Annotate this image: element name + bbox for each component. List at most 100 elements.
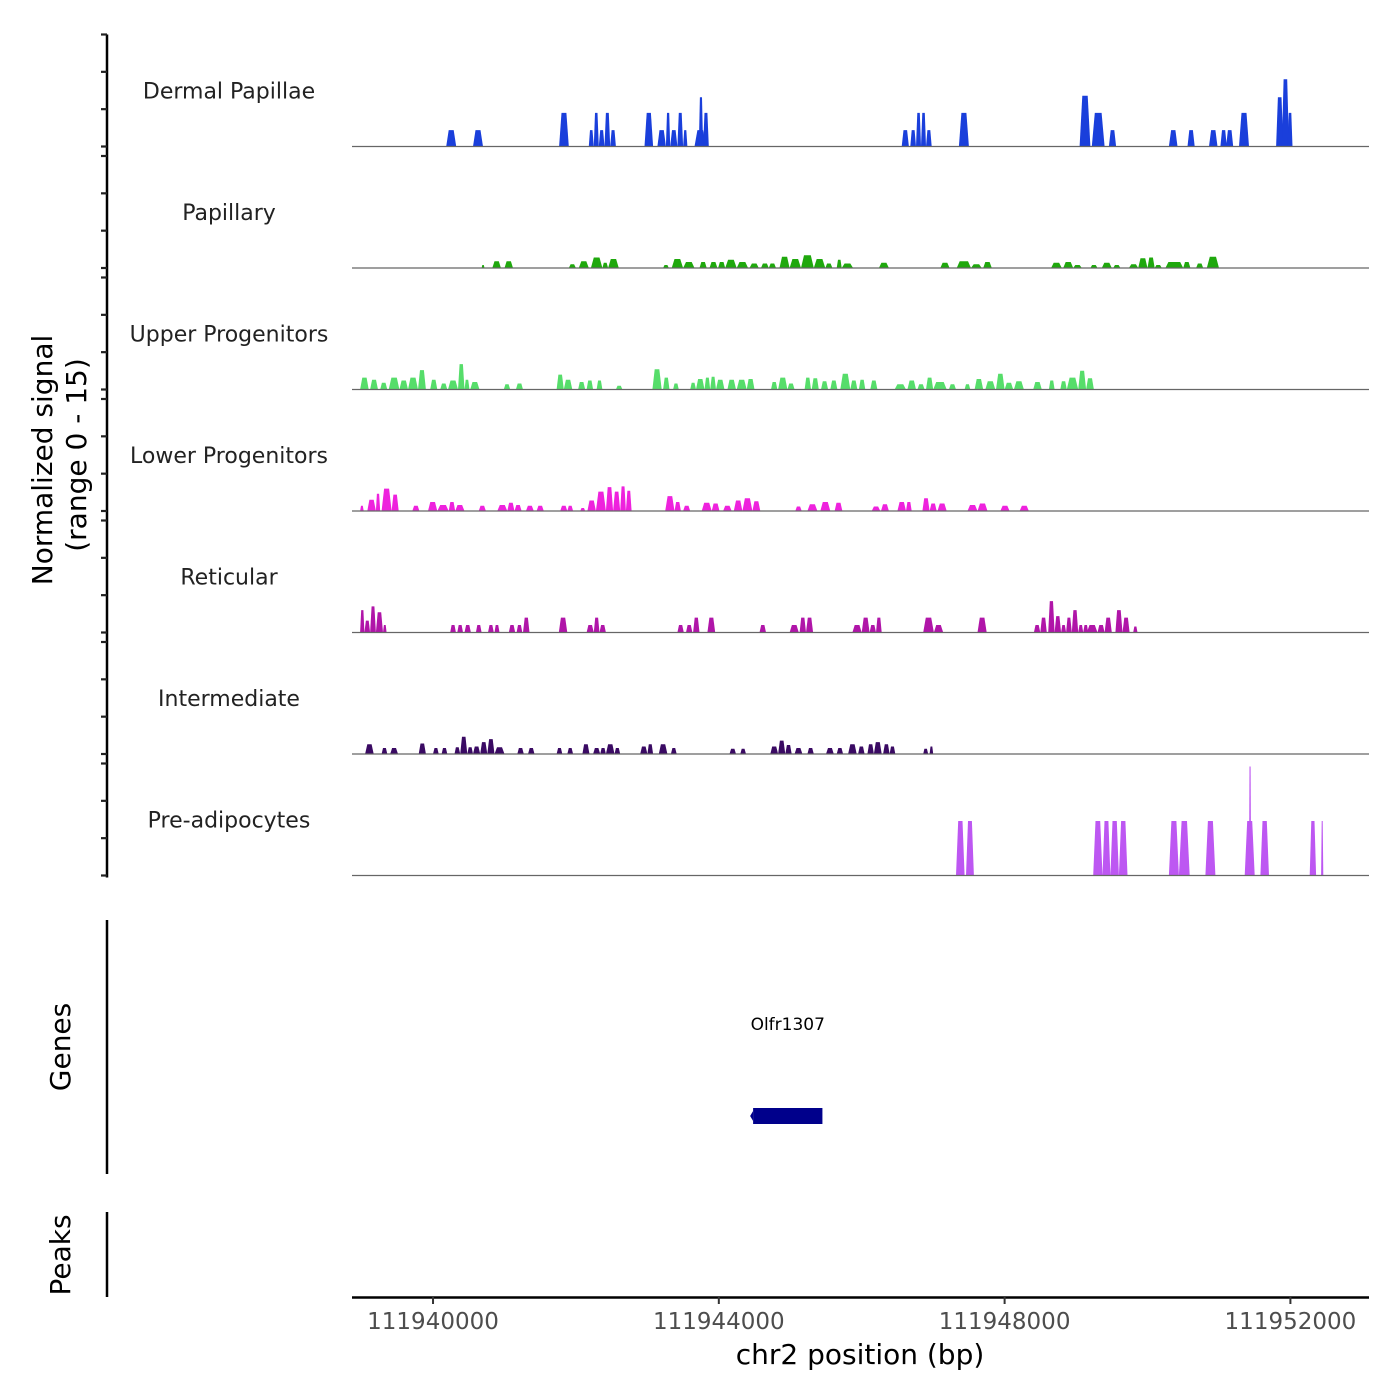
signal-peak: [779, 256, 790, 268]
signal-peak: [1040, 617, 1047, 633]
signal-peak: [560, 505, 568, 511]
genes-axis-title: Genes: [44, 1003, 77, 1091]
signal-peak: [759, 625, 766, 633]
signal-peak: [598, 130, 605, 147]
signal-peak: [640, 746, 648, 754]
signal-peak: [1051, 262, 1062, 268]
signal-peak: [795, 506, 802, 511]
signal-peak: [771, 382, 778, 390]
signal-peak: [876, 617, 882, 633]
track-lower-progenitors: Lower Progenitors: [130, 444, 1369, 512]
signal-peak: [1071, 610, 1079, 633]
signal-peak: [467, 747, 473, 754]
signal-peak: [826, 748, 834, 754]
signal-peak: [677, 112, 684, 147]
signal-peak: [367, 499, 376, 511]
signal-peak: [488, 625, 494, 633]
signal-peak: [610, 130, 616, 147]
signal-y-axis: [101, 33, 109, 878]
signal-peak: [600, 748, 606, 754]
signal-peak: [418, 370, 426, 390]
signal-peak: [536, 505, 544, 511]
signal-peak: [494, 625, 500, 633]
track-label: Papillary: [182, 201, 276, 226]
signal-peak: [1206, 256, 1219, 268]
x-tick-label: 111940000: [367, 1309, 499, 1335]
signal-peak: [441, 748, 448, 754]
signal-peak: [360, 505, 364, 511]
signal-peak: [670, 130, 678, 147]
signal-peak: [686, 625, 693, 633]
signal-peak: [1066, 617, 1072, 633]
signal-peak: [871, 506, 881, 511]
signal-peak: [901, 130, 909, 147]
signal-peak: [602, 262, 609, 268]
signal-peak: [1138, 258, 1148, 268]
signal-peak: [563, 379, 573, 390]
signal-peak: [605, 487, 614, 511]
signal-peak: [454, 747, 461, 754]
signal-peak: [710, 376, 716, 390]
signal-peak: [644, 112, 654, 147]
signal-peak: [956, 821, 965, 876]
signal-peak: [820, 502, 831, 511]
signal-peak: [1118, 821, 1128, 876]
signal-peak: [996, 373, 1005, 390]
signal-peak: [1102, 821, 1111, 876]
signal-peak: [593, 617, 600, 633]
signal-peak: [693, 617, 700, 633]
signal-peak: [1281, 79, 1289, 147]
signal-peak: [440, 383, 448, 390]
signal-peak: [1168, 130, 1178, 147]
signal-peak: [1101, 262, 1112, 268]
signal-peak: [804, 377, 811, 390]
signal-peak: [696, 379, 705, 390]
signal-peak: [508, 625, 516, 633]
signal-peak: [390, 748, 398, 754]
signal-peak: [1048, 601, 1055, 633]
signal-peak: [1061, 625, 1067, 633]
signal-peak: [894, 384, 906, 390]
signal-peak: [1209, 130, 1218, 147]
signal-peak: [1110, 821, 1119, 876]
signal-peak: [478, 505, 486, 511]
signal-peak: [709, 262, 718, 268]
signal-peak: [1321, 821, 1324, 876]
signal-peak: [926, 130, 932, 147]
signal-peak: [558, 617, 568, 633]
signal-peak: [437, 505, 449, 511]
signal-peak: [593, 748, 601, 754]
signal-peak: [596, 380, 603, 390]
signal-peak: [1183, 262, 1191, 268]
signal-peak: [588, 130, 594, 147]
signal-peak: [1019, 505, 1029, 511]
signal-peak: [733, 500, 743, 511]
signal-peak: [1168, 821, 1179, 876]
signal-peak: [504, 261, 513, 268]
signal-peak: [556, 748, 563, 754]
signal-peak: [657, 130, 666, 147]
signal-y-axis-title: Normalized signal (range 0 - 15): [26, 335, 93, 586]
signal-peak: [785, 745, 792, 754]
track-label: Intermediate: [158, 687, 300, 712]
signal-peak: [778, 377, 788, 390]
signal-peak: [364, 620, 371, 633]
signal-peak: [568, 264, 576, 268]
x-tick-label: 111952000: [1225, 1309, 1357, 1335]
signal-peak: [807, 504, 818, 511]
signal-peak: [813, 259, 826, 268]
signal-peak: [391, 494, 399, 511]
signal-peak: [1093, 821, 1103, 876]
signal-peak: [870, 380, 878, 390]
signal-peak: [1276, 97, 1284, 147]
signal-peak: [699, 262, 707, 268]
signal-peak: [599, 625, 606, 633]
signal-peak: [1090, 265, 1098, 268]
x-tick-label: 111944000: [653, 1309, 785, 1335]
signal-peak: [586, 380, 594, 390]
signal-peak: [789, 625, 799, 633]
signal-peak: [1060, 381, 1067, 390]
signal-peak: [690, 382, 696, 390]
signal-peak: [481, 265, 485, 268]
signal-peak: [580, 508, 586, 511]
